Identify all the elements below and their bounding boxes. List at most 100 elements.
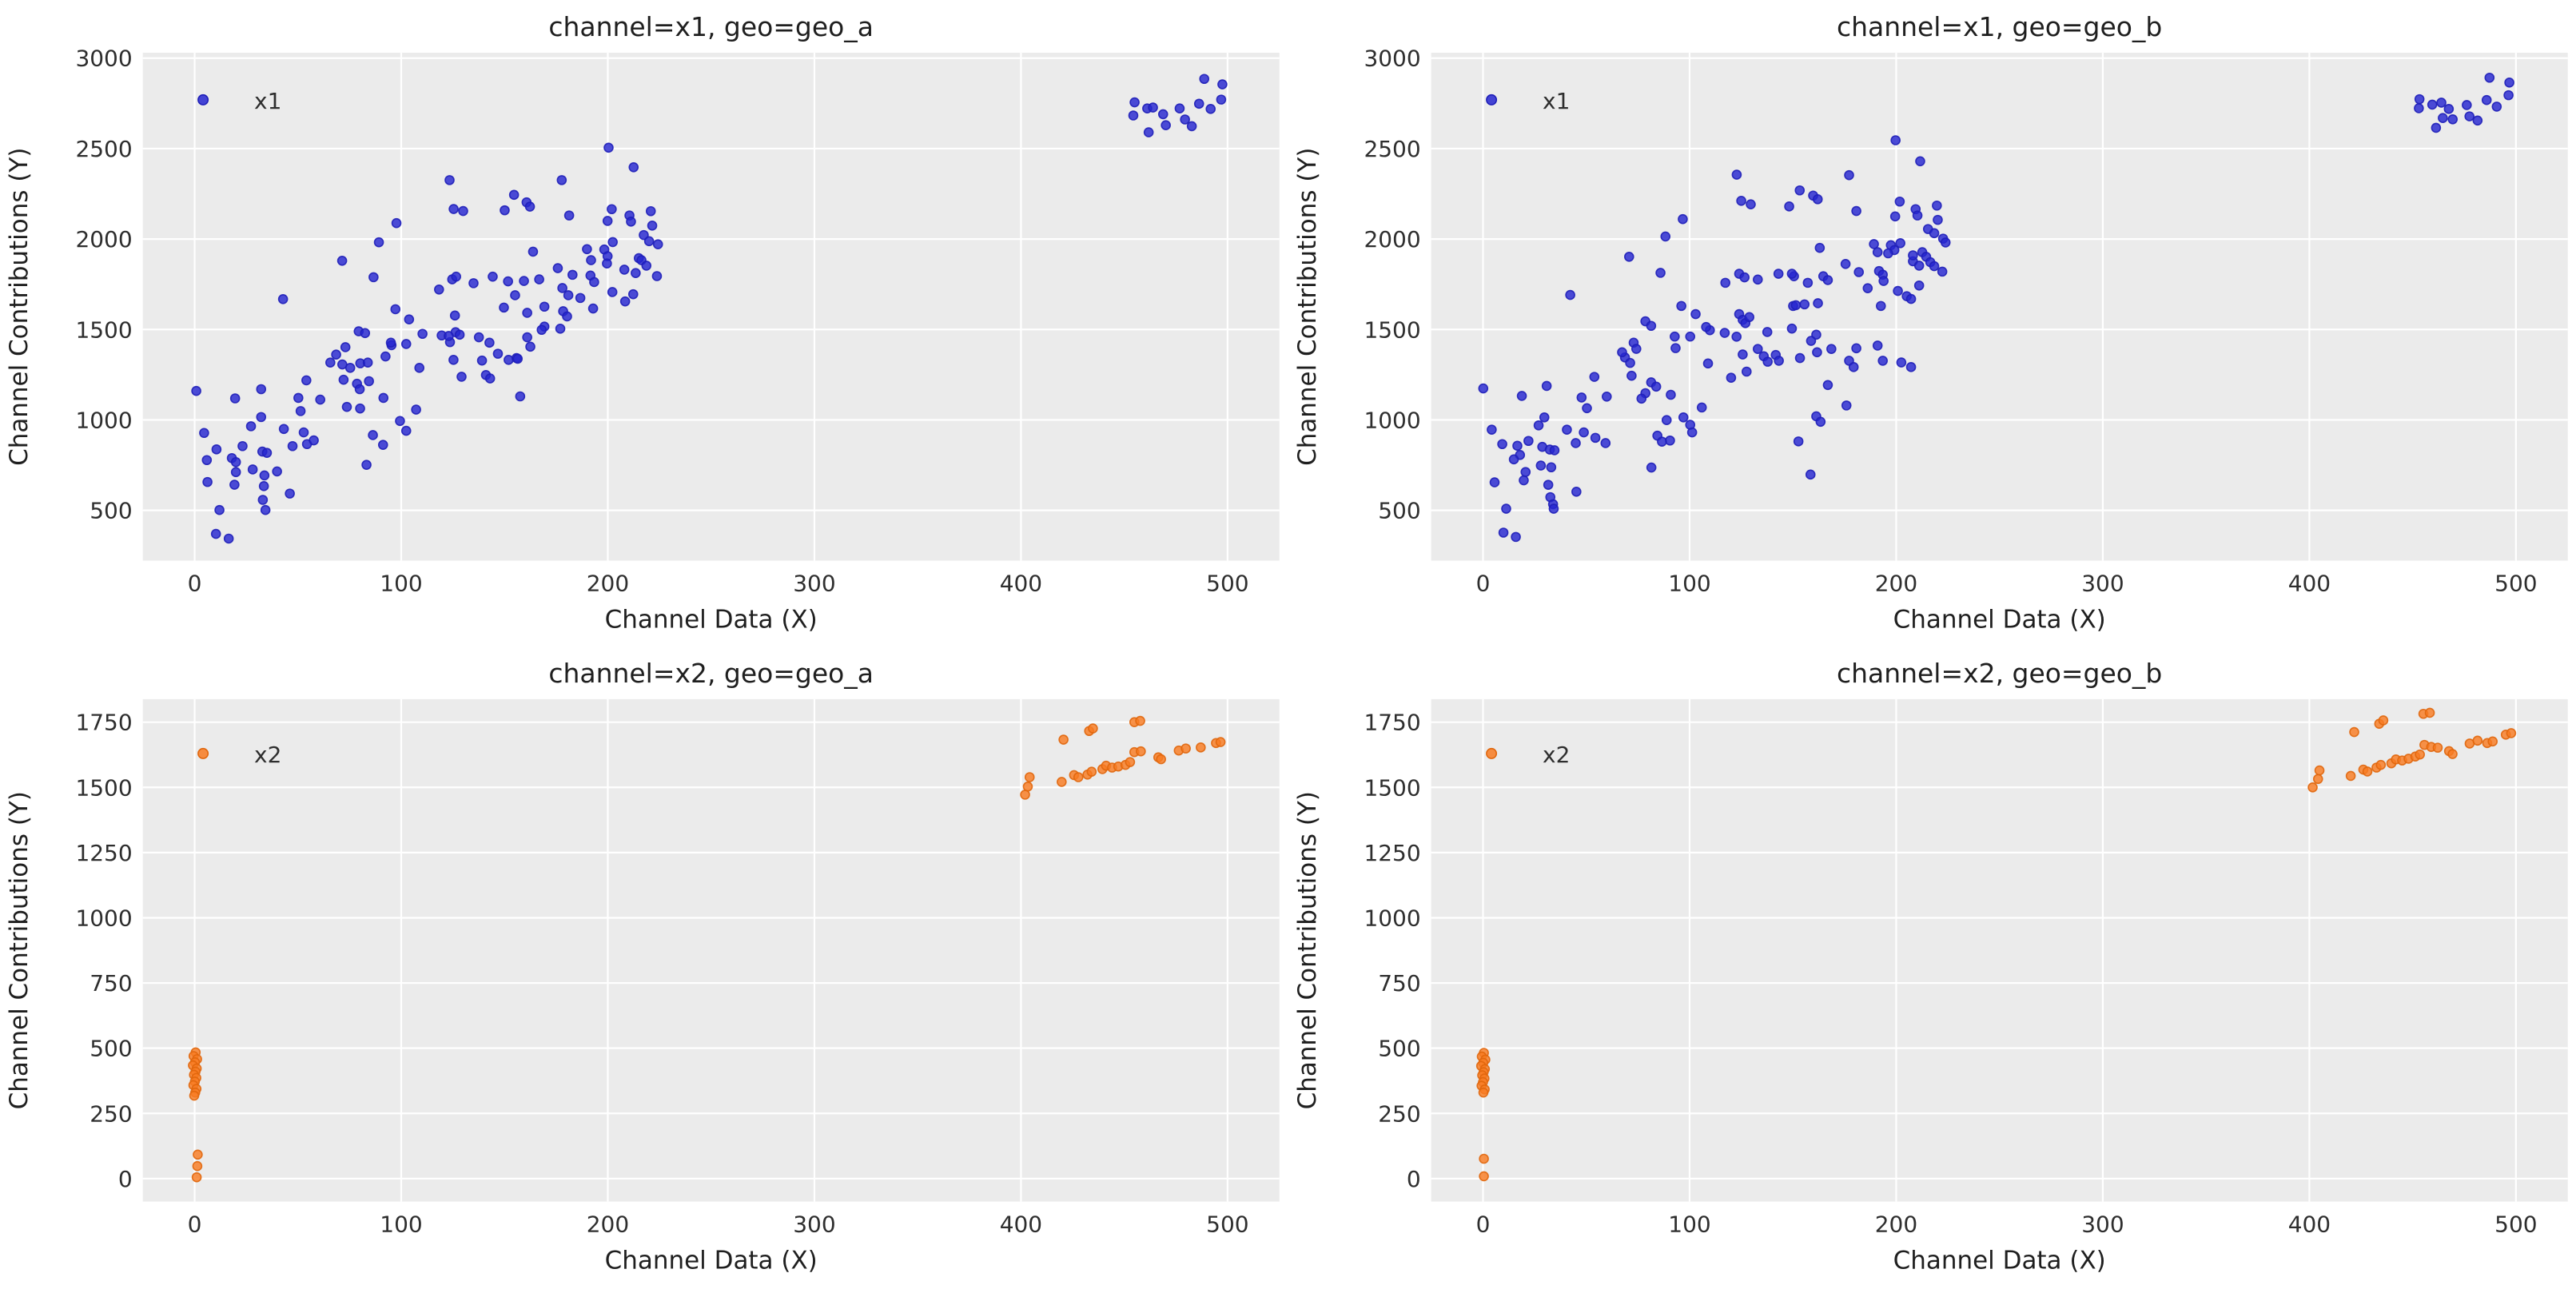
- data-point: [607, 237, 618, 248]
- data-point: [524, 201, 536, 212]
- data-point: [1802, 277, 1814, 288]
- data-point: [1543, 479, 1554, 491]
- panel-title: channel=x1, geo=geo_a: [548, 11, 874, 42]
- data-point: [1161, 120, 1171, 130]
- data-point: [1848, 362, 1859, 372]
- data-point: [1180, 114, 1190, 125]
- data-point: [2443, 104, 2455, 114]
- data-point: [2504, 78, 2514, 88]
- data-point: [1508, 454, 1519, 465]
- data-point: [344, 363, 356, 373]
- svg-text:1500: 1500: [75, 774, 132, 801]
- gridlines: [142, 52, 1280, 561]
- data-point: [1889, 211, 1901, 222]
- data-point: [1193, 98, 1204, 109]
- data-point: [2415, 749, 2425, 760]
- data-point: [373, 237, 384, 248]
- legend-marker-icon: [1486, 747, 1498, 759]
- data-point: [628, 161, 639, 173]
- legend-marker-icon: [197, 747, 209, 759]
- data-point: [1670, 331, 1680, 342]
- data-point: [1571, 438, 1581, 448]
- x-axis-label: Channel Data (X): [605, 606, 818, 635]
- gridlines: [142, 698, 1280, 1202]
- data-point: [1736, 196, 1746, 206]
- data-point: [245, 421, 257, 432]
- data-point: [278, 424, 289, 435]
- data-point: [602, 258, 612, 269]
- data-point: [1501, 503, 1511, 514]
- data-point: [1535, 460, 1547, 471]
- data-point: [1199, 74, 1210, 85]
- svg-text:1000: 1000: [1364, 407, 1420, 433]
- data-point: [651, 271, 663, 281]
- data-point: [1784, 201, 1794, 212]
- svg-text:1500: 1500: [75, 316, 132, 343]
- data-point: [556, 175, 567, 185]
- data-point: [1752, 274, 1763, 285]
- data-point: [1630, 344, 1642, 354]
- svg-text:1750: 1750: [75, 710, 132, 736]
- data-point: [287, 440, 298, 452]
- data-point: [1702, 358, 1714, 369]
- data-point: [473, 332, 484, 343]
- svg-text:500: 500: [2494, 571, 2537, 597]
- data-point: [1676, 300, 1686, 312]
- data-point: [2447, 114, 2459, 125]
- y-axis-label: Channel Contributions (Y): [1293, 791, 1322, 1109]
- data-point: [643, 236, 655, 247]
- data-point: [1478, 1087, 1489, 1098]
- svg-text:1500: 1500: [1364, 316, 1420, 343]
- data-point: [1815, 416, 1826, 428]
- data-point: [1661, 415, 1672, 425]
- svg-text:750: 750: [1378, 970, 1420, 997]
- data-point: [536, 324, 547, 336]
- data-point: [619, 265, 630, 275]
- panel-title: channel=x2, geo=geo_a: [548, 658, 874, 689]
- data-point: [1205, 104, 1216, 114]
- data-point: [476, 355, 488, 366]
- data-point: [1869, 239, 1879, 249]
- data-point: [534, 274, 544, 284]
- data-point: [404, 314, 415, 324]
- panel-channel-x1-geo-a: 0 100 200 300 400 500 500 1000 1500 2000 2500 3000 c…: [0, 0, 1288, 648]
- data-point: [1678, 213, 1688, 225]
- svg-text:200: 200: [1875, 571, 1917, 597]
- scatter-points: [191, 74, 1228, 544]
- data-point: [1625, 357, 1635, 368]
- data-point: [1136, 746, 1146, 757]
- data-point: [199, 428, 209, 439]
- svg-text:3000: 3000: [1364, 46, 1420, 72]
- data-point: [1579, 427, 1589, 438]
- tick-labels: 0 100 200 300 400 500 0 250 500 750 1000 1250 1500 17…: [1364, 710, 2537, 1238]
- data-point: [331, 349, 341, 360]
- data-point: [2464, 111, 2475, 121]
- data-point: [1086, 766, 1097, 778]
- data-point: [607, 204, 617, 215]
- data-point: [1058, 734, 1069, 745]
- panel-channel-x1-geo-b: 0 100 200 300 400 500 500 1000 1500 2000 2500 3000 c…: [1288, 0, 2576, 648]
- svg-text:200: 200: [1875, 1211, 1917, 1238]
- data-point: [230, 467, 241, 478]
- data-point: [223, 533, 234, 544]
- data-point: [1057, 777, 1067, 787]
- data-point: [1602, 391, 1612, 402]
- scatter-points: [1475, 707, 2517, 1182]
- svg-text:0: 0: [1407, 1166, 1421, 1192]
- data-point: [2447, 749, 2458, 759]
- data-point: [1088, 723, 1098, 734]
- data-point: [1719, 328, 1730, 338]
- data-point: [1600, 438, 1611, 448]
- data-point: [1937, 266, 1948, 277]
- data-point: [256, 412, 267, 423]
- data-point: [202, 476, 213, 487]
- data-point: [626, 217, 636, 227]
- svg-text:500: 500: [90, 1036, 132, 1062]
- data-point: [378, 392, 389, 404]
- data-point: [1478, 383, 1489, 394]
- plot-svg-3: 0 100 200 300 400 500 0 250 500 750 1000 1250 1500 17…: [1293, 658, 2568, 1275]
- data-point: [1157, 109, 1169, 120]
- x-axis-label: Channel Data (X): [1893, 1247, 2106, 1275]
- data-point: [191, 385, 201, 396]
- data-point: [315, 394, 325, 405]
